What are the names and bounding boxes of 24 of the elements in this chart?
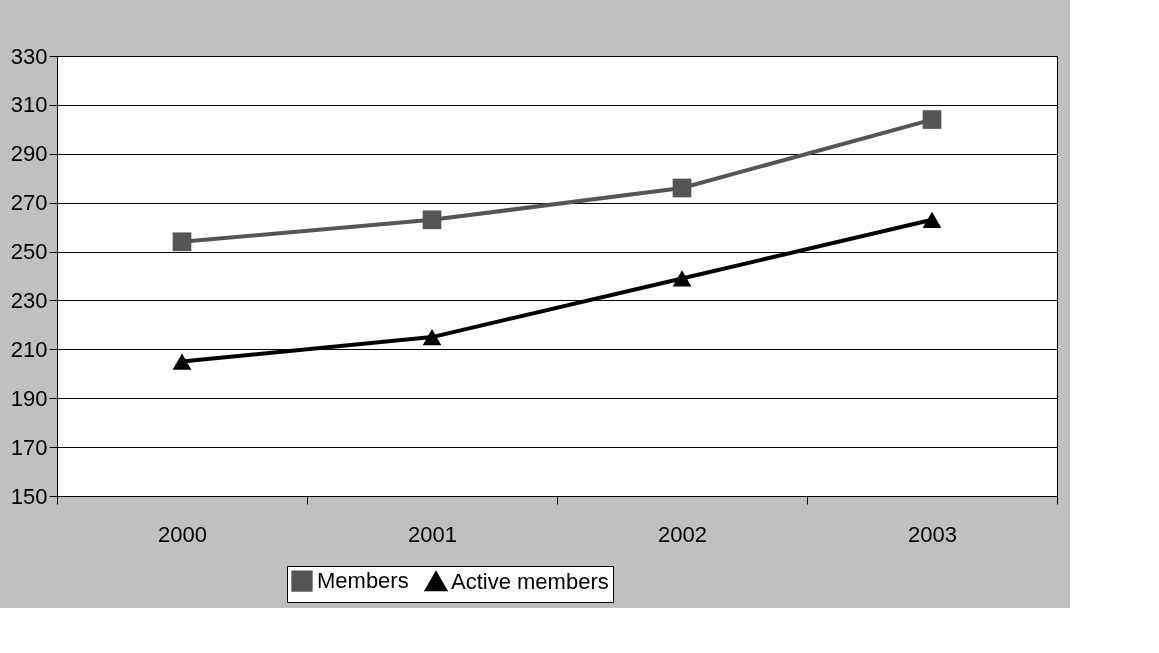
y-tick-label: 250	[10, 239, 48, 265]
x-tick-label: 2002	[658, 521, 707, 547]
y-tick-label: 310	[10, 92, 48, 118]
x-tick-label: 2003	[908, 521, 957, 547]
point	[922, 110, 942, 129]
legend-label: Active members	[451, 568, 609, 594]
point	[172, 353, 192, 370]
y-tick-label: 330	[10, 43, 48, 69]
point	[922, 211, 942, 228]
point	[422, 210, 442, 230]
y-tick-label: 210	[10, 336, 48, 362]
y-tick-label: 150	[10, 483, 48, 509]
y-tick-label: 230	[10, 287, 48, 313]
y-tick-label: 170	[10, 434, 48, 460]
point	[172, 232, 192, 252]
point	[672, 178, 692, 198]
y-tick-label: 270	[10, 190, 48, 216]
legend-label: Members	[317, 568, 409, 594]
x-tick-label: 2001	[408, 521, 457, 547]
point	[422, 329, 442, 346]
point	[672, 270, 692, 287]
y-tick-label: 190	[10, 385, 48, 411]
x-tick-label: 2000	[158, 521, 207, 547]
y-tick-label: 290	[10, 141, 48, 167]
